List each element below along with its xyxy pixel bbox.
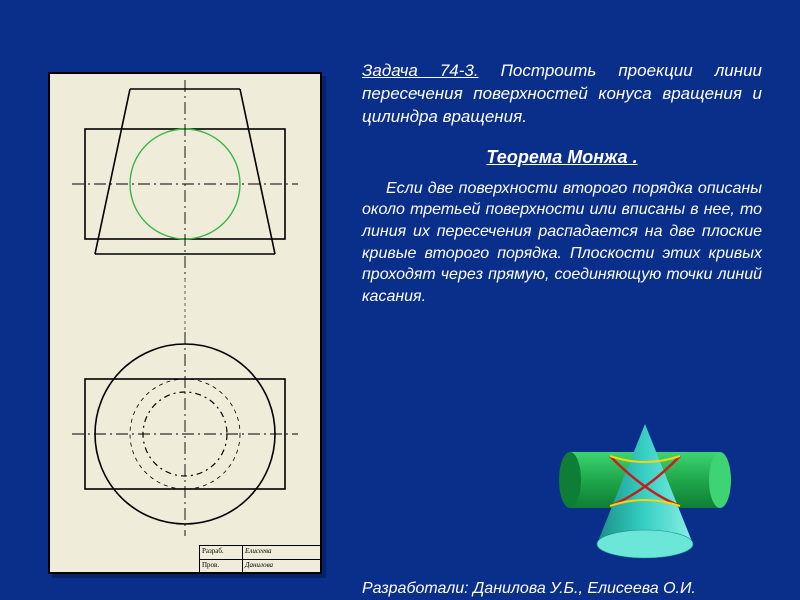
- tb-r1c1: Разраб.: [200, 546, 243, 559]
- technical-drawing: Разраб. Елисеева Пров. Данилова: [48, 72, 322, 574]
- task-text: Задача 74-3. Построить проекции линии пе…: [362, 60, 762, 129]
- tb-r2c1: Пров.: [200, 560, 243, 573]
- title-block: Разраб. Елисеева Пров. Данилова: [199, 545, 320, 572]
- drawing-svg: [50, 74, 320, 572]
- credits: Разработали: Данилова У.Б., Елисеева О.И…: [362, 579, 762, 598]
- theorem-title: Теорема Монжа .: [362, 147, 762, 168]
- tb-r1c2: Елисеева: [243, 546, 320, 559]
- illustration-3d: [540, 420, 750, 560]
- illus-svg: [540, 420, 750, 560]
- slide: Разраб. Елисеева Пров. Данилова Задача 7…: [0, 0, 800, 600]
- task-label: Задача 74-3.: [362, 61, 479, 80]
- tb-r2c2: Данилова: [243, 560, 320, 573]
- text-column: Задача 74-3. Построить проекции линии пе…: [362, 60, 762, 307]
- theorem-text: Если две поверхности второго порядка опи…: [362, 178, 762, 308]
